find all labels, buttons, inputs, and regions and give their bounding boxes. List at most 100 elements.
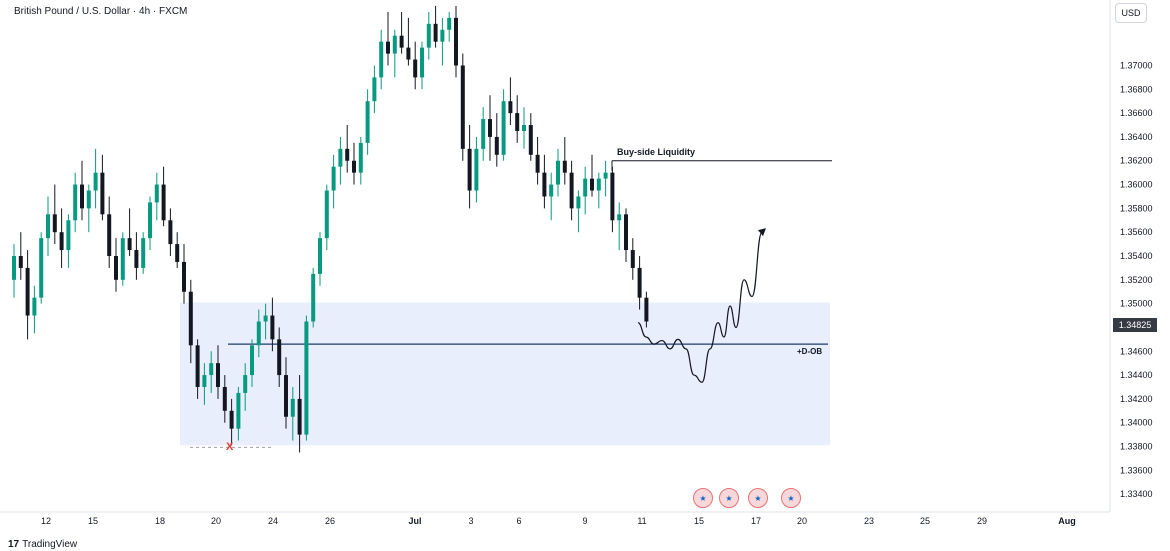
candle[interactable] bbox=[440, 17, 445, 66]
candle[interactable] bbox=[338, 136, 343, 185]
candle[interactable] bbox=[229, 398, 234, 446]
candle[interactable] bbox=[100, 154, 105, 221]
candle[interactable] bbox=[399, 11, 404, 54]
candle[interactable] bbox=[66, 214, 71, 268]
candle[interactable] bbox=[481, 107, 486, 161]
candle[interactable] bbox=[420, 41, 424, 90]
candle[interactable] bbox=[222, 375, 227, 423]
candle[interactable] bbox=[80, 160, 84, 221]
candle[interactable] bbox=[596, 172, 601, 209]
candle[interactable] bbox=[617, 202, 622, 251]
candle[interactable] bbox=[365, 89, 370, 155]
candle[interactable] bbox=[141, 232, 146, 274]
tradingview-logo[interactable]: 17 TradingView bbox=[8, 539, 77, 550]
candle[interactable] bbox=[256, 309, 261, 358]
candle[interactable] bbox=[59, 208, 64, 268]
candle[interactable] bbox=[161, 166, 166, 227]
candle[interactable] bbox=[52, 184, 57, 245]
candle[interactable] bbox=[18, 232, 23, 280]
candle[interactable] bbox=[549, 172, 554, 221]
candle[interactable] bbox=[202, 363, 207, 405]
candle[interactable] bbox=[73, 172, 78, 233]
candle[interactable] bbox=[277, 327, 282, 387]
candle[interactable] bbox=[528, 113, 533, 161]
candle[interactable] bbox=[39, 232, 44, 304]
candle[interactable] bbox=[562, 136, 567, 185]
candle[interactable] bbox=[284, 357, 288, 429]
candle[interactable] bbox=[406, 17, 411, 66]
candle[interactable] bbox=[522, 107, 526, 149]
candle[interactable] bbox=[426, 11, 431, 60]
candle[interactable] bbox=[413, 41, 418, 90]
candle[interactable] bbox=[535, 136, 540, 185]
candle[interactable] bbox=[583, 166, 588, 215]
candle[interactable] bbox=[127, 208, 132, 256]
candle[interactable] bbox=[542, 154, 547, 209]
candle[interactable] bbox=[195, 339, 200, 399]
candle[interactable] bbox=[175, 232, 180, 268]
symbol-title[interactable]: British Pound / U.S. Dollar · 4h · FXCM bbox=[14, 6, 188, 17]
candle[interactable] bbox=[304, 315, 309, 441]
candle[interactable] bbox=[379, 29, 384, 90]
candle[interactable] bbox=[630, 238, 635, 280]
candle[interactable] bbox=[460, 53, 465, 161]
candle[interactable] bbox=[297, 375, 302, 453]
candle[interactable] bbox=[644, 291, 649, 328]
candle[interactable] bbox=[624, 208, 628, 262]
candle[interactable] bbox=[358, 136, 363, 185]
candle[interactable] bbox=[290, 386, 295, 441]
candle[interactable] bbox=[501, 89, 506, 161]
candle[interactable] bbox=[243, 363, 248, 411]
candle[interactable] bbox=[311, 267, 316, 328]
candle[interactable] bbox=[603, 160, 608, 197]
candle[interactable] bbox=[610, 166, 615, 233]
candle[interactable] bbox=[114, 238, 118, 292]
us-flag-icon[interactable]: ★ bbox=[781, 488, 801, 508]
candle[interactable] bbox=[318, 232, 322, 286]
candle[interactable] bbox=[148, 196, 152, 251]
candle[interactable] bbox=[508, 77, 513, 126]
candle[interactable] bbox=[12, 244, 16, 298]
candle[interactable] bbox=[216, 345, 220, 399]
candle[interactable] bbox=[467, 125, 472, 209]
candle[interactable] bbox=[270, 297, 275, 352]
candle[interactable] bbox=[576, 190, 581, 233]
candle[interactable] bbox=[182, 244, 186, 304]
candle[interactable] bbox=[209, 351, 214, 393]
candle[interactable] bbox=[386, 11, 390, 66]
candle[interactable] bbox=[331, 154, 336, 209]
candle[interactable] bbox=[494, 113, 499, 167]
currency-button[interactable]: USD bbox=[1115, 3, 1147, 23]
candle[interactable] bbox=[515, 95, 520, 143]
candle[interactable] bbox=[168, 208, 173, 256]
candle[interactable] bbox=[154, 172, 159, 221]
candle[interactable] bbox=[447, 11, 452, 42]
candle[interactable] bbox=[25, 250, 30, 340]
candle[interactable] bbox=[590, 154, 594, 197]
candle[interactable] bbox=[107, 196, 112, 268]
candle[interactable] bbox=[188, 279, 193, 364]
candle[interactable] bbox=[352, 142, 356, 185]
candle[interactable] bbox=[454, 5, 458, 78]
candle[interactable] bbox=[120, 232, 125, 286]
us-flag-icon[interactable]: ★ bbox=[693, 488, 713, 508]
candle[interactable] bbox=[324, 184, 329, 251]
candle[interactable] bbox=[86, 184, 91, 233]
candle[interactable] bbox=[488, 95, 492, 161]
candle[interactable] bbox=[474, 136, 479, 203]
candle[interactable] bbox=[392, 29, 397, 78]
candle[interactable] bbox=[46, 196, 50, 256]
candle[interactable] bbox=[134, 232, 139, 280]
candle[interactable] bbox=[556, 148, 560, 197]
us-flag-icon[interactable]: ★ bbox=[748, 488, 768, 508]
candle[interactable] bbox=[32, 285, 37, 334]
candle[interactable] bbox=[637, 256, 642, 310]
candle[interactable] bbox=[263, 303, 268, 340]
candle[interactable] bbox=[345, 125, 350, 173]
candle[interactable] bbox=[93, 148, 98, 209]
candle[interactable] bbox=[372, 65, 377, 114]
candle[interactable] bbox=[236, 386, 241, 441]
candle[interactable] bbox=[433, 5, 438, 48]
candle[interactable] bbox=[569, 160, 574, 221]
